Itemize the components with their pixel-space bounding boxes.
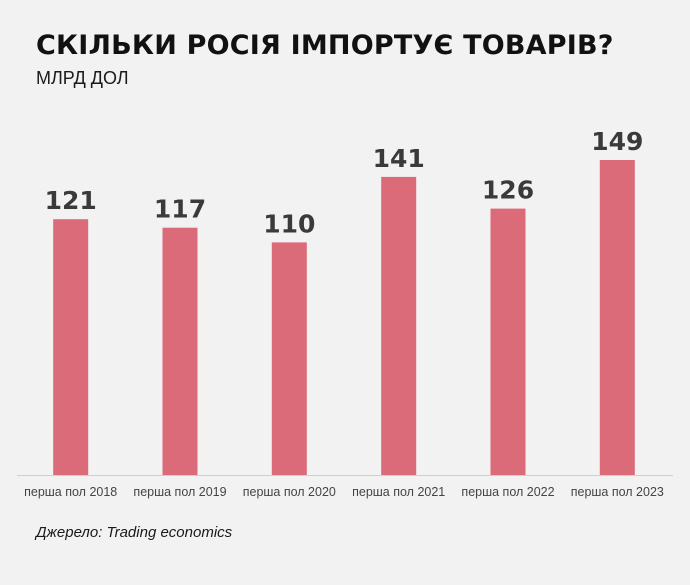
bar (271, 242, 307, 475)
data-label: 121 (45, 186, 97, 215)
bar (162, 227, 198, 475)
data-label: 110 (263, 209, 315, 238)
chart-subtitle: МЛРД ДОЛ (36, 68, 129, 88)
bar (490, 208, 526, 475)
data-label: 149 (591, 127, 643, 156)
chart-title: СКІЛЬКИ РОСІЯ ІМПОРТУЄ ТОВАРІВ? (36, 30, 614, 61)
source-note: Джерело: Trading economics (36, 524, 233, 541)
x-tick-label: перша пол 2018 (24, 485, 117, 499)
data-label: 141 (373, 144, 425, 173)
x-tick-label: перша пол 2019 (133, 485, 226, 499)
bar (53, 219, 89, 475)
data-label: 117 (154, 195, 206, 224)
x-tick-label: перша пол 2021 (352, 485, 445, 499)
x-tick-label: перша пол 2020 (243, 485, 336, 499)
data-label: 126 (482, 176, 534, 205)
bar (381, 176, 417, 475)
x-tick-label: перша пол 2022 (461, 485, 554, 499)
x-tick-label: перша пол 2023 (571, 485, 664, 499)
bar (599, 160, 635, 475)
